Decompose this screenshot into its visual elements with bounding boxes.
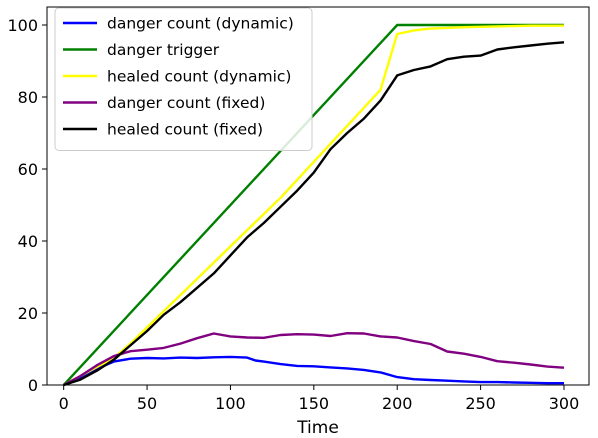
plot-area — [62, 23, 565, 387]
x-tick-label: 250 — [465, 394, 496, 413]
y-tick-label: 40 — [18, 232, 38, 251]
legend-label: healed count (dynamic) — [107, 68, 291, 86]
legend: danger count (dynamic) danger trigger heal… — [54, 7, 313, 151]
x-tick-label: 150 — [299, 394, 330, 413]
series-line-healed-count-dynamic — [63, 24, 564, 387]
ticks: 0 50 100 150 200 250 300 0 20 40 60 80 100 — [7, 16, 579, 413]
x-axis-label: Time — [296, 418, 339, 438]
legend-label: danger trigger — [107, 41, 220, 59]
y-tick-label: 100 — [7, 16, 38, 35]
x-tick-label: 50 — [137, 394, 157, 413]
axes — [46, 6, 590, 386]
x-tick-label: 200 — [382, 394, 413, 413]
axes-frame — [46, 6, 590, 386]
series-line-danger-count-fixed — [63, 332, 565, 387]
y-tick-label: 60 — [18, 160, 38, 179]
series-line-healed-count-fixed — [63, 41, 565, 387]
x-tick-label: 100 — [215, 394, 246, 413]
y-tick-label: 0 — [28, 376, 38, 395]
series-line-danger-trigger — [62, 23, 564, 386]
legend-label: danger count (fixed) — [107, 94, 265, 112]
y-tick-label: 80 — [18, 88, 38, 107]
legend-box — [54, 7, 313, 151]
legend-label: danger count (dynamic) — [107, 15, 294, 33]
y-tick-label: 20 — [18, 304, 38, 323]
legend-label: healed count (fixed) — [107, 121, 263, 139]
series-line-danger-count-dynamic — [63, 355, 564, 387]
x-tick-label: 300 — [549, 394, 580, 413]
x-tick-label: 0 — [59, 394, 69, 413]
